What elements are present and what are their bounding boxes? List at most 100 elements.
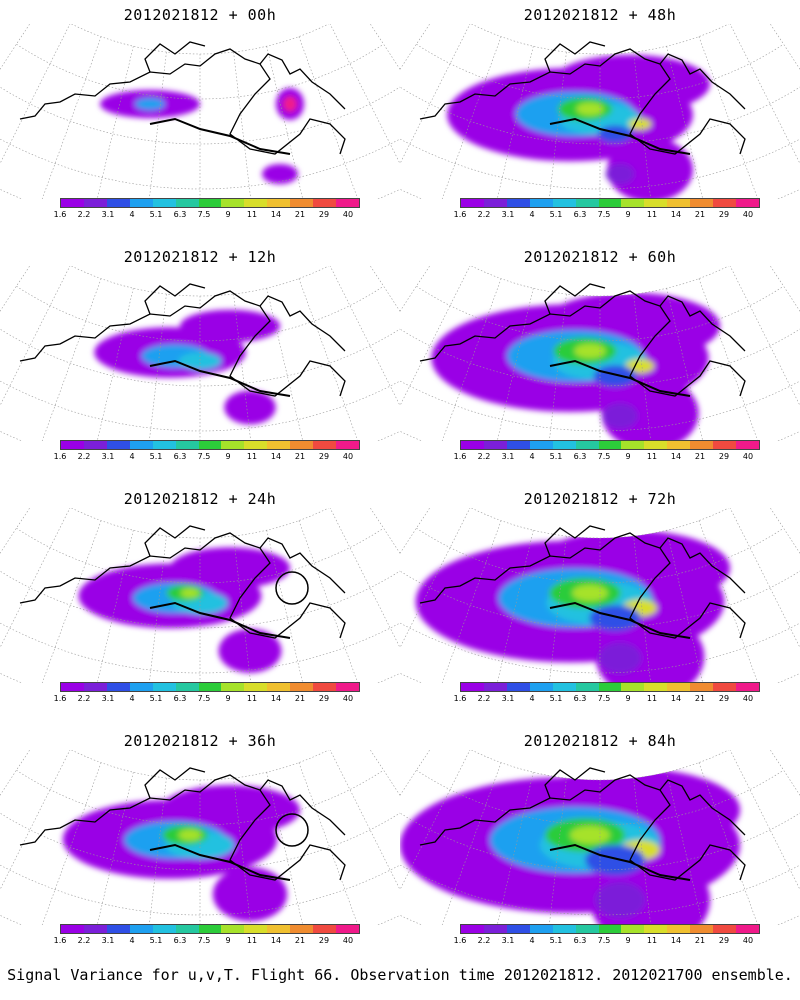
- colorbar-swatch: [598, 683, 622, 691]
- colorbar-swatch: [483, 199, 507, 207]
- colorbar-label: 9: [625, 210, 631, 219]
- variance-region: [262, 164, 298, 184]
- colorbar-swatch: [336, 441, 359, 449]
- variance-region: [170, 547, 290, 589]
- colorbar-swatch: [598, 925, 622, 933]
- colorbar-label: 2.2: [477, 936, 491, 945]
- colorbar-swatch: [290, 683, 314, 691]
- colorbar-label: 9: [625, 452, 631, 461]
- variance-region: [218, 628, 282, 673]
- colorbar-swatch: [244, 441, 268, 449]
- variance-region: [224, 390, 276, 425]
- colorbar-swatch: [552, 683, 576, 691]
- colorbar-label: 4: [529, 452, 535, 461]
- colorbar-label: 1.6: [53, 936, 67, 945]
- colorbar-swatch: [152, 925, 176, 933]
- colorbar-swatch: [267, 683, 291, 691]
- colorbar-label: 21: [694, 452, 706, 461]
- colorbar-swatch: [129, 199, 153, 207]
- colorbar-label: 6.3: [173, 210, 187, 219]
- colorbar-swatch: [667, 683, 691, 691]
- colorbar-label: 11: [646, 210, 658, 219]
- colorbar-label: 3.1: [101, 936, 115, 945]
- panel-title: 2012021812 + 12h: [123, 248, 277, 266]
- colorbar-label: 21: [294, 694, 306, 703]
- colorbar-label: 40: [742, 452, 754, 461]
- colorbar-label: 40: [342, 452, 354, 461]
- colorbar-swatch: [221, 925, 245, 933]
- colorbar-swatch: [313, 199, 337, 207]
- colorbar-swatch: [175, 441, 199, 449]
- colorbar: 1.6 2.2 3.1 4 5.1 6.3 7.5 9 11 14 21 29 40: [54, 198, 360, 234]
- colorbar-swatch: [690, 683, 714, 691]
- colorbar-swatch: [575, 683, 599, 691]
- colorbar-swatch: [644, 925, 668, 933]
- colorbar-swatch: [713, 925, 737, 933]
- colorbar-label: 6.3: [573, 452, 587, 461]
- variance-region: [589, 605, 641, 631]
- colorbar-label: 29: [718, 452, 730, 461]
- colorbar-swatch: [461, 683, 484, 691]
- panel-title: 2012021812 + 36h: [123, 732, 277, 750]
- colorbar-label: 14: [670, 694, 682, 703]
- variance-region: [178, 352, 222, 370]
- variance-region: [283, 96, 297, 112]
- colorbar-label: 1.6: [453, 936, 467, 945]
- variance-map: [0, 750, 400, 925]
- colorbar-label: 9: [225, 210, 231, 219]
- colorbar-label: 5.1: [549, 452, 563, 461]
- variance-region: [180, 588, 200, 598]
- colorbar-swatch: [152, 441, 176, 449]
- colorbar-label: 7.5: [197, 694, 211, 703]
- variance-region: [628, 118, 652, 130]
- variance-region: [585, 845, 645, 875]
- colorbar-label: 9: [625, 936, 631, 945]
- colorbar-swatch: [461, 441, 484, 449]
- variance-region: [595, 882, 645, 918]
- variance-map: [0, 24, 400, 199]
- colorbar-label: 7.5: [197, 452, 211, 461]
- colorbar-label: 9: [225, 452, 231, 461]
- colorbar-label: 21: [294, 452, 306, 461]
- colorbar-swatch: [129, 925, 153, 933]
- forecast-panel: 2012021812 + 00h 1.6 2.2 3.1 4 5.1 6.3 7.5 9 11 14…: [0, 0, 400, 240]
- colorbar: 1.6 2.2 3.1 4 5.1 6.3 7.5 9 11 14 21 29 40: [54, 440, 360, 476]
- colorbar: 1.6 2.2 3.1 4 5.1 6.3 7.5 9 11 14 21 29 40: [454, 682, 760, 718]
- colorbar-label: 14: [270, 452, 282, 461]
- colorbar-swatch: [61, 199, 84, 207]
- colorbar-label: 7.5: [197, 210, 211, 219]
- colorbar-swatch: [129, 683, 153, 691]
- variance-map: [0, 508, 400, 683]
- colorbar-swatch: [667, 441, 691, 449]
- colorbar-label: 6.3: [573, 936, 587, 945]
- colorbar-swatch: [61, 683, 84, 691]
- colorbar-swatch: [244, 683, 268, 691]
- colorbar-swatch: [736, 683, 759, 691]
- colorbar-swatch: [83, 683, 107, 691]
- colorbar-swatch: [336, 199, 359, 207]
- panel-title: 2012021812 + 24h: [123, 490, 277, 508]
- colorbar-swatch: [106, 199, 130, 207]
- colorbar-swatch: [313, 683, 337, 691]
- variance-map: [400, 24, 800, 199]
- colorbar-label: 7.5: [597, 694, 611, 703]
- variance-region: [602, 403, 638, 429]
- colorbar-swatch: [529, 441, 553, 449]
- colorbar-label: 21: [294, 210, 306, 219]
- colorbar-label: 6.3: [173, 452, 187, 461]
- colorbar-label: 11: [246, 936, 258, 945]
- colorbar-label: 2.2: [77, 452, 91, 461]
- colorbar-label: 4: [129, 210, 135, 219]
- colorbar-swatch: [290, 441, 314, 449]
- colorbar-swatch: [736, 199, 759, 207]
- colorbar-swatch: [175, 683, 199, 691]
- colorbar: 1.6 2.2 3.1 4 5.1 6.3 7.5 9 11 14 21 29 40: [454, 198, 760, 234]
- colorbar-swatch: [290, 925, 314, 933]
- colorbar-swatch: [667, 199, 691, 207]
- variance-region: [601, 376, 699, 441]
- variance-region: [570, 826, 610, 844]
- colorbar-label: 21: [694, 210, 706, 219]
- colorbar-swatch: [198, 199, 222, 207]
- colorbar-swatch: [575, 199, 599, 207]
- colorbar: 1.6 2.2 3.1 4 5.1 6.3 7.5 9 11 14 21 29 40: [54, 924, 360, 960]
